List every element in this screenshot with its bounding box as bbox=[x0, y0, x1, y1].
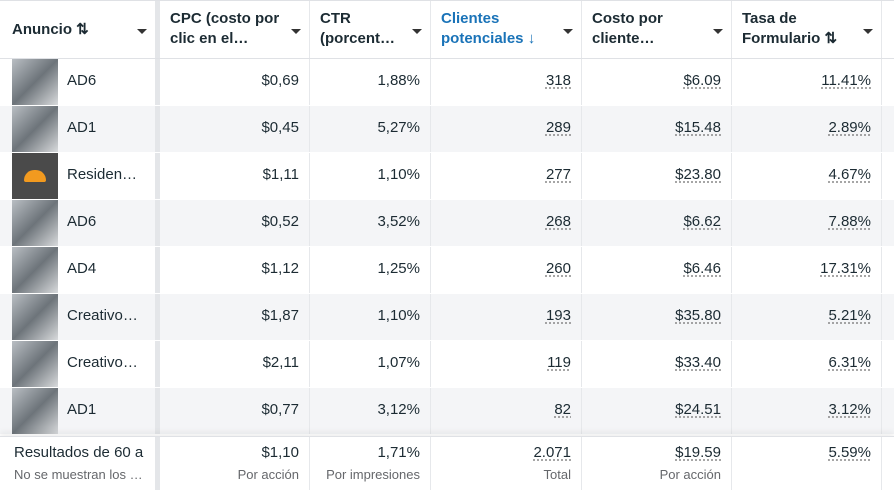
total-cost-per-lead[interactable]: $19.59 bbox=[675, 444, 721, 461]
table-row[interactable]: AD6 $0,69 1,88% 318 $6.09 11.41% bbox=[0, 59, 894, 106]
form-rate-cell[interactable]: 11.41% bbox=[821, 72, 871, 89]
leads-cell[interactable]: 119 bbox=[547, 354, 571, 371]
cost-per-lead-cell[interactable]: $6.46 bbox=[683, 260, 721, 277]
column-header-ad[interactable]: Anuncio ⇅ bbox=[0, 1, 160, 58]
ad-thumbnail bbox=[12, 106, 58, 152]
ad-thumbnail bbox=[12, 153, 58, 199]
ad-thumbnail bbox=[12, 294, 58, 340]
cost-per-lead-cell[interactable]: $6.62 bbox=[683, 213, 721, 230]
form-rate-cell[interactable]: 7.88% bbox=[828, 213, 871, 230]
ads-table: Anuncio ⇅ CPC (costo por clic en el… CTR (… bbox=[0, 0, 894, 435]
form-rate-cell[interactable]: 17.31% bbox=[820, 260, 871, 277]
ad-thumbnail bbox=[12, 341, 58, 387]
ad-thumbnail bbox=[12, 200, 58, 246]
form-rate-cell[interactable]: 5.21% bbox=[828, 307, 871, 324]
ctr-cell: 1,10% bbox=[310, 153, 431, 199]
ad-name[interactable]: Creativo… bbox=[67, 354, 138, 371]
leads-cell[interactable]: 260 bbox=[545, 260, 571, 277]
column-header-ctr[interactable]: CTR (porcent… bbox=[310, 1, 431, 58]
total-cpc: $1,10 bbox=[261, 444, 299, 461]
ctr-cell: 1,88% bbox=[310, 59, 431, 105]
cpc-cell: $0,52 bbox=[160, 200, 310, 246]
column-label: Clientes potenciales ↓ bbox=[441, 10, 536, 47]
form-rate-cell[interactable]: 4.67% bbox=[828, 166, 871, 183]
table-row[interactable]: AD4 $1,12 1,25% 260 $6.46 17.31% bbox=[0, 247, 894, 294]
cpc-cell: $2,11 bbox=[160, 341, 310, 387]
leads-cell[interactable]: 318 bbox=[545, 72, 571, 89]
table-row[interactable]: Residen… $1,11 1,10% 277 $23.80 4.67% bbox=[0, 153, 894, 200]
cpc-sublabel: Por acción bbox=[237, 467, 299, 482]
form-rate-cell[interactable]: 6.31% bbox=[828, 354, 871, 371]
column-label: CPC (costo por clic en el… bbox=[170, 10, 280, 47]
total-ctr: 1,71% bbox=[377, 444, 420, 461]
ad-name[interactable]: Residen… bbox=[67, 166, 138, 183]
form-rate-cell[interactable]: 2.89% bbox=[828, 119, 871, 136]
leads-cell[interactable]: 277 bbox=[545, 166, 571, 183]
column-header-leads[interactable]: Clientes potenciales ↓ bbox=[431, 1, 582, 58]
ctr-cell: 5,27% bbox=[310, 106, 431, 152]
cpc-cell: $1,11 bbox=[160, 153, 310, 199]
column-label: Costo por cliente… bbox=[592, 10, 663, 47]
results-note: No se muestran los e… bbox=[14, 467, 149, 482]
cpc-cell: $0,45 bbox=[160, 106, 310, 152]
cost-per-lead-cell[interactable]: $15.48 bbox=[675, 119, 721, 136]
column-header-cost[interactable]: Costo por cliente… bbox=[582, 1, 732, 58]
results-label: Resultados de 60 a bbox=[14, 444, 144, 461]
ad-thumbnail bbox=[12, 388, 58, 434]
helmet-logo-icon bbox=[24, 170, 46, 182]
column-header-cpc[interactable]: CPC (costo por clic en el… bbox=[160, 1, 310, 58]
leads-sublabel: Total bbox=[543, 467, 571, 482]
ad-name[interactable]: AD1 bbox=[67, 401, 97, 418]
ctr-cell: 1,07% bbox=[310, 341, 431, 387]
table-row[interactable]: Creativo… $1,87 1,10% 193 $35.80 5.21% bbox=[0, 294, 894, 341]
ad-name[interactable]: AD1 bbox=[67, 119, 97, 136]
table-footer-summary: Resultados de 60 a No se muestran los e… … bbox=[0, 436, 894, 490]
cost-per-lead-cell[interactable]: $24.51 bbox=[675, 401, 721, 418]
total-leads[interactable]: 2.071 bbox=[533, 444, 571, 461]
table-row[interactable]: Creativo… $2,11 1,07% 119 $33.40 6.31% bbox=[0, 341, 894, 388]
cost-per-lead-cell[interactable]: $35.80 bbox=[675, 307, 721, 324]
ctr-cell: 3,52% bbox=[310, 200, 431, 246]
ctr-cell: 1,10% bbox=[310, 294, 431, 340]
ad-name[interactable]: AD6 bbox=[67, 72, 97, 89]
dropdown-caret-icon[interactable] bbox=[713, 29, 723, 34]
cpc-cell: $0,77 bbox=[160, 388, 310, 434]
form-rate-cell[interactable]: 3.12% bbox=[828, 401, 871, 418]
cpc-cell: $1,87 bbox=[160, 294, 310, 340]
table-row[interactable]: AD6 $0,52 3,52% 268 $6.62 7.88% bbox=[0, 200, 894, 247]
table-row[interactable]: AD1 $0,77 3,12% 82 $24.51 3.12% bbox=[0, 388, 894, 435]
dropdown-caret-icon[interactable] bbox=[137, 29, 147, 34]
ad-name[interactable]: Creativo… bbox=[67, 307, 138, 324]
cpc-cell: $1,12 bbox=[160, 247, 310, 293]
column-label: Tasa de Formulario ⇅ bbox=[742, 10, 838, 47]
cost-sublabel: Por acción bbox=[659, 467, 721, 482]
total-form-rate[interactable]: 5.59% bbox=[828, 444, 871, 461]
ad-name[interactable]: AD4 bbox=[67, 260, 97, 277]
table-header: Anuncio ⇅ CPC (costo por clic en el… CTR (… bbox=[0, 0, 894, 59]
ctr-cell: 3,12% bbox=[310, 388, 431, 434]
dropdown-caret-icon[interactable] bbox=[863, 29, 873, 34]
column-label: CTR (porcent… bbox=[320, 10, 395, 47]
cost-per-lead-cell[interactable]: $33.40 bbox=[675, 354, 721, 371]
cost-per-lead-cell[interactable]: $23.80 bbox=[675, 166, 721, 183]
cost-per-lead-cell[interactable]: $6.09 bbox=[683, 72, 721, 89]
leads-cell[interactable]: 82 bbox=[554, 401, 571, 418]
dropdown-caret-icon[interactable] bbox=[412, 29, 422, 34]
ad-thumbnail bbox=[12, 59, 58, 105]
table-row[interactable]: AD1 $0,45 5,27% 289 $15.48 2.89% bbox=[0, 106, 894, 153]
ad-thumbnail bbox=[12, 247, 58, 293]
ctr-sublabel: Por impresiones bbox=[326, 467, 420, 482]
leads-cell[interactable]: 268 bbox=[545, 213, 571, 230]
leads-cell[interactable]: 289 bbox=[545, 119, 571, 136]
dropdown-caret-icon[interactable] bbox=[563, 29, 573, 34]
ctr-cell: 1,25% bbox=[310, 247, 431, 293]
column-label: Anuncio ⇅ bbox=[12, 21, 89, 38]
cpc-cell: $0,69 bbox=[160, 59, 310, 105]
column-header-form-rate[interactable]: Tasa de Formulario ⇅ bbox=[732, 1, 882, 58]
leads-cell[interactable]: 193 bbox=[545, 307, 571, 324]
ad-name[interactable]: AD6 bbox=[67, 213, 97, 230]
dropdown-caret-icon[interactable] bbox=[291, 29, 301, 34]
